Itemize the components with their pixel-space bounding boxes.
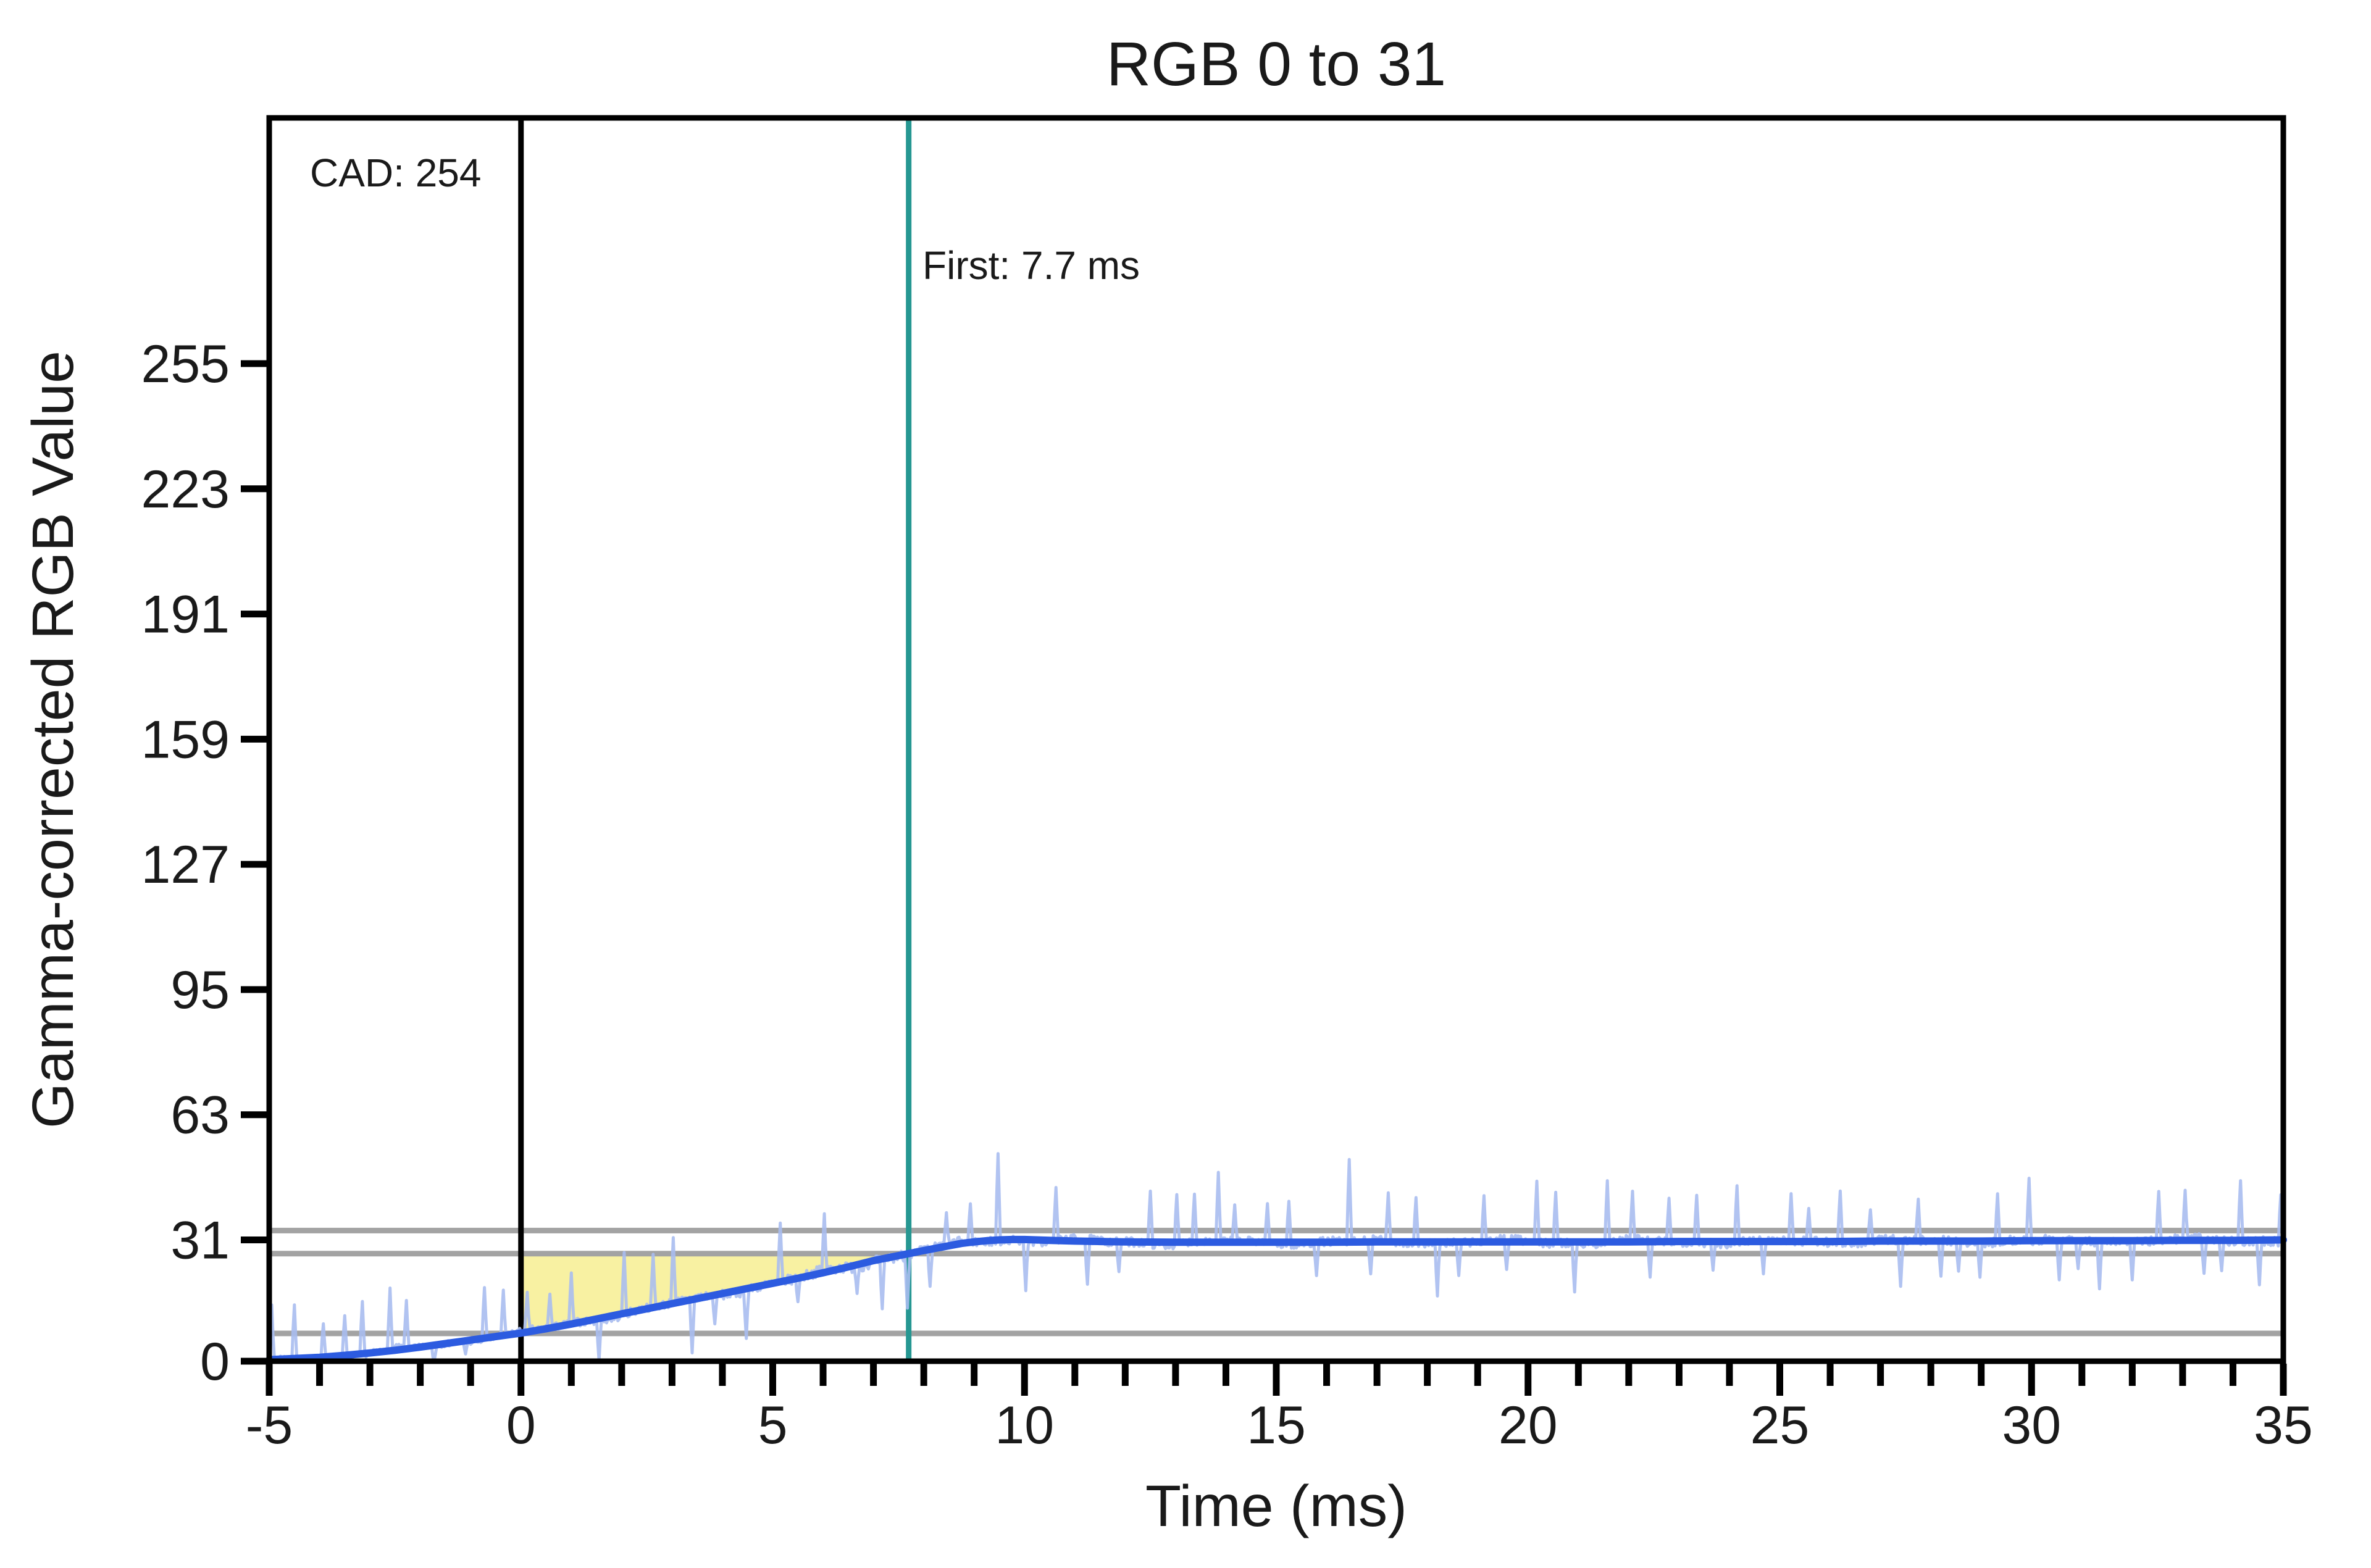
x-tick-label: 15 — [1247, 1396, 1306, 1455]
first-response-annotation: First: 7.7 ms — [922, 243, 1140, 288]
x-tick-label: 20 — [1499, 1396, 1558, 1455]
x-tick-label: -5 — [246, 1396, 293, 1455]
y-tick-label: 159 — [141, 710, 230, 769]
x-tick-label: 35 — [2254, 1396, 2313, 1455]
x-tick-label: 0 — [506, 1396, 536, 1455]
y-tick-label: 255 — [141, 335, 230, 394]
x-tick-label: 5 — [758, 1396, 788, 1455]
y-axis-label: Gamma-corrected RGB Value — [20, 351, 86, 1128]
plot-border — [266, 115, 2286, 1364]
chart-title: RGB 0 to 31 — [1106, 30, 1446, 99]
cad-annotation: CAD: 254 — [310, 151, 481, 195]
y-tick-label: 63 — [170, 1086, 230, 1145]
x-tick-label: 25 — [1750, 1396, 1810, 1455]
y-tick-label: 191 — [141, 585, 230, 644]
x-tick-label: 10 — [995, 1396, 1054, 1455]
plot-layer: -5 0 5 10 15 20 25 30 35 0 31 63 95 127 159 191 223 255 — [141, 115, 2313, 1455]
smoothed-series-line — [266, 1235, 2287, 1364]
y-tick-label: 127 — [141, 835, 230, 895]
y-tick-label: 0 — [200, 1332, 230, 1391]
y-tick-label: 223 — [141, 460, 230, 519]
text-layer: RGB 0 to 31 Time (ms) Gamma-corrected RG… — [20, 30, 1446, 1539]
y-tick-label: 95 — [170, 961, 230, 1020]
x-tick-label: 30 — [2002, 1396, 2061, 1455]
y-tick-label: 31 — [170, 1211, 230, 1270]
x-axis-label: Time (ms) — [1145, 1474, 1407, 1539]
